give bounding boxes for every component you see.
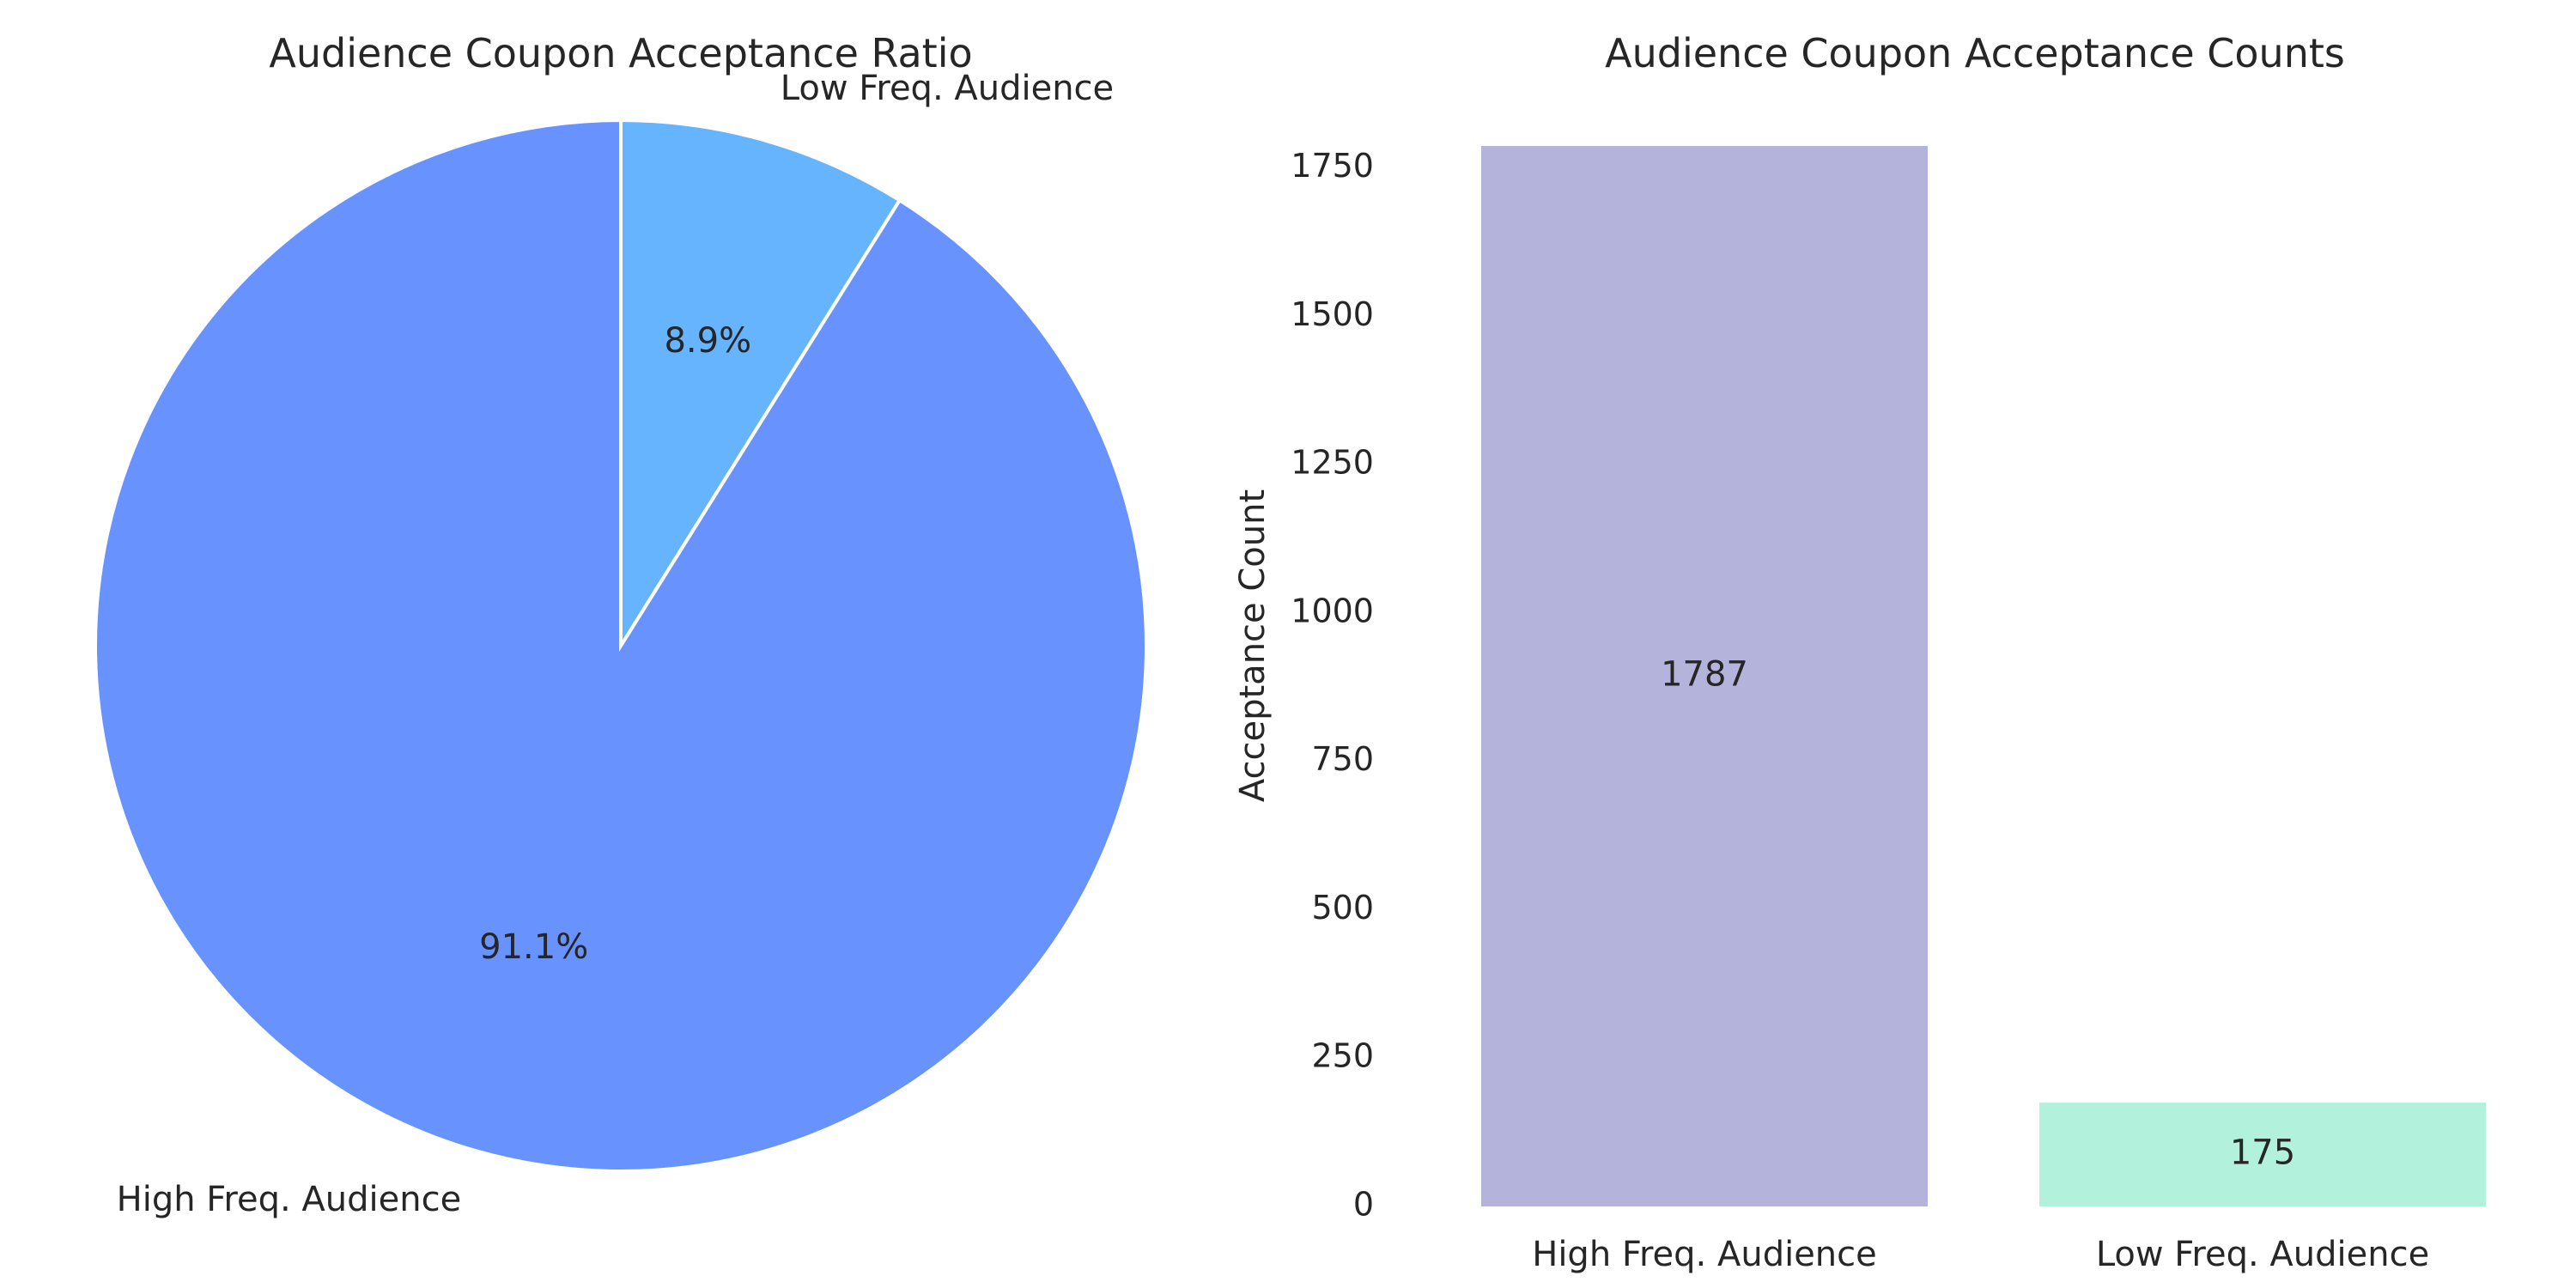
bar-chart-title: Audience Coupon Acceptance Counts xyxy=(1605,30,2345,76)
y-axis-label: Acceptance Count xyxy=(1233,489,1273,802)
pie-percent-label-high-freq-audience: 91.1% xyxy=(479,927,588,967)
bar-high-freq-audience xyxy=(1481,146,1928,1206)
bar-low-freq-audience xyxy=(2039,1103,2486,1206)
bar-value-label-low-freq-audience: 175 xyxy=(2230,1133,2295,1173)
y-tick-label-1000: 1000 xyxy=(1291,592,1374,629)
bar-chart: Audience Coupon Acceptance Counts Accept… xyxy=(1233,30,2486,1274)
pie-category-label-high-freq-audience: High Freq. Audience xyxy=(117,1180,462,1219)
pie-labels: 91.1% High Freq. Audience 8.9% Low Freq. Au… xyxy=(117,69,1114,1219)
pie-percent-label-low-freq-audience: 8.9% xyxy=(664,321,751,361)
pie-slices xyxy=(94,118,1148,1173)
y-tick-label-750: 750 xyxy=(1311,740,1374,778)
y-axis-ticks: 0 250 500 750 1000 1250 1500 1750 xyxy=(1291,147,1374,1223)
y-tick-label-1250: 1250 xyxy=(1291,444,1374,482)
y-tick-label-250: 250 xyxy=(1311,1037,1374,1075)
y-tick-label-1500: 1500 xyxy=(1291,295,1374,333)
bars xyxy=(1481,146,2486,1206)
bar-value-label-high-freq-audience: 1787 xyxy=(1661,655,1748,695)
y-tick-label-500: 500 xyxy=(1311,889,1374,927)
y-tick-label-0: 0 xyxy=(1353,1186,1374,1224)
x-tick-label-high-freq-audience: High Freq. Audience xyxy=(1532,1235,1877,1274)
pie-chart-title: Audience Coupon Acceptance Ratio xyxy=(269,30,972,76)
bar-labels: 1787 High Freq. Audience 175 Low Freq. Audi… xyxy=(1532,655,2429,1275)
x-tick-label-low-freq-audience: Low Freq. Audience xyxy=(2096,1235,2429,1274)
pie-chart: Audience Coupon Acceptance Ratio 91.1% Hi… xyxy=(94,30,1148,1219)
pie-slice-low-freq-audience xyxy=(619,118,902,652)
pie-category-label-low-freq-audience: Low Freq. Audience xyxy=(781,69,1114,108)
y-tick-label-1750: 1750 xyxy=(1291,147,1374,185)
